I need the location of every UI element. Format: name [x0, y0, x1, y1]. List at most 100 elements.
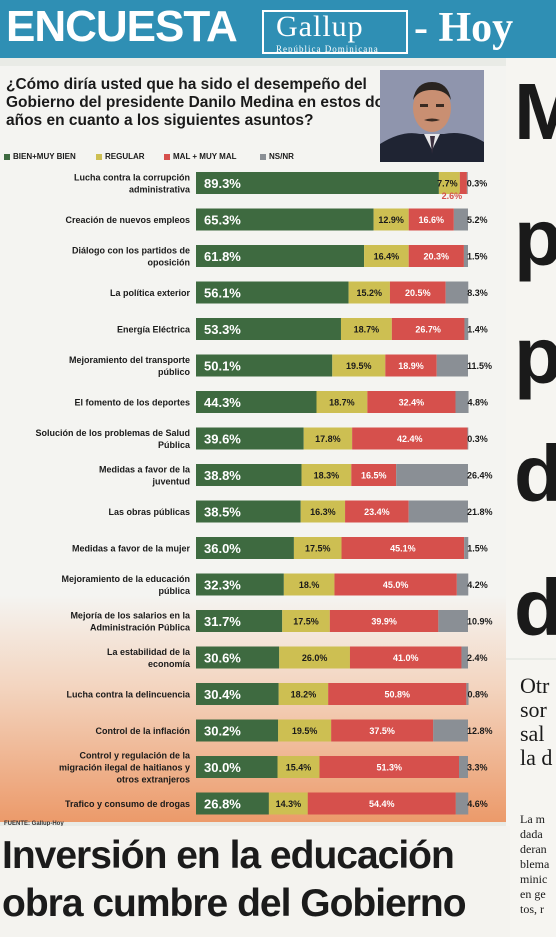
data-label: 16.4% — [374, 252, 400, 262]
bar-segment — [463, 245, 468, 267]
data-label: 12.9% — [378, 215, 404, 225]
body-text-line: en ge — [520, 887, 546, 901]
data-label: 26.4% — [467, 471, 493, 481]
bar-segment — [459, 756, 468, 778]
bar-segment — [341, 537, 465, 559]
bar-segment — [396, 464, 468, 486]
headline-letter: M — [514, 67, 556, 156]
bar-segment — [278, 683, 329, 705]
data-label: 61.8% — [204, 249, 241, 264]
bar-segment — [196, 683, 279, 705]
bar-segment — [436, 354, 468, 377]
article-headline: Inversión en la educación obra cumbre de… — [0, 826, 510, 937]
data-label: 2.6% — [442, 191, 463, 201]
bar-segment — [196, 719, 279, 742]
bar-segment — [300, 500, 346, 523]
data-label: 14.3% — [276, 799, 302, 809]
lead-text-line: Otr — [520, 673, 550, 698]
data-label: 19.5% — [346, 361, 372, 371]
category-label: Creación de nuevos empleos — [65, 215, 190, 225]
headline-letter: d — [514, 563, 556, 652]
data-label: 39.6% — [204, 432, 241, 447]
data-label: 10.9% — [467, 617, 493, 627]
data-label: 15.2% — [356, 288, 382, 298]
bar-segment — [268, 792, 308, 815]
data-label: 16.6% — [419, 215, 445, 225]
data-label: 53.3% — [204, 322, 241, 337]
data-label: 0.3% — [467, 434, 488, 444]
data-label: 16.3% — [310, 507, 336, 517]
bar-segment — [455, 792, 469, 815]
data-label: 32.4% — [399, 398, 425, 408]
bar-segment — [467, 427, 469, 450]
bar-segment — [196, 354, 333, 377]
bar-segment — [352, 427, 468, 450]
bar-segment — [445, 281, 469, 304]
encuesta-title: ENCUESTA — [6, 2, 238, 51]
bar-segment — [328, 683, 467, 705]
bar-segment — [433, 719, 468, 742]
data-label: 37.5% — [369, 726, 395, 736]
data-label: 18.7% — [354, 325, 380, 335]
data-label: 26.0% — [302, 653, 328, 663]
body-text-line: deran — [520, 842, 547, 856]
bar-segment — [316, 391, 368, 413]
bar-segment — [373, 208, 409, 231]
bar-segment — [196, 208, 374, 231]
gallup-logo-frame — [262, 10, 408, 54]
chart-legend: BIEN+MUY BIEN REGULAR MAL + MUY MAL NS/NR — [4, 152, 424, 164]
bar-segment — [196, 427, 304, 450]
bar-segment — [349, 646, 462, 669]
gallup-logo: Gallup — [276, 10, 364, 43]
data-label: 36.0% — [204, 541, 241, 556]
legend-swatch — [164, 153, 170, 160]
bar-segment — [351, 464, 397, 486]
data-label: 0.3% — [467, 179, 488, 189]
bar-segment — [196, 500, 301, 523]
bar-segment — [464, 318, 469, 340]
lead-text-line: sor — [520, 697, 547, 722]
category-label: La estabilidad de la economía — [107, 647, 191, 669]
category-label: Control de la inflación — [95, 726, 190, 736]
data-label: 38.8% — [204, 468, 241, 483]
data-label: 2.4% — [467, 653, 488, 663]
bar-segment — [283, 573, 335, 596]
masthead: ENCUESTA Gallup República Dominicana - H… — [0, 0, 556, 58]
bar-segment — [196, 281, 349, 304]
legend-swatch — [260, 153, 266, 160]
headline-line-1: Inversión en la educación — [2, 834, 455, 877]
category-label: Medidas a favor de la mujer — [72, 544, 191, 554]
bar-segment — [303, 427, 353, 450]
data-label: 18.2% — [291, 690, 317, 700]
bar-segment — [461, 646, 468, 669]
data-label: 20.5% — [405, 288, 431, 298]
bar-segment — [438, 172, 460, 194]
president-photo — [380, 70, 484, 162]
legend-item: NS/NR — [260, 152, 294, 161]
gallup-subtitle: República Dominicana — [276, 44, 379, 54]
data-label: 11.5% — [467, 361, 492, 371]
bar-segment — [459, 172, 467, 194]
bar-segment — [279, 646, 350, 669]
data-label: 30.2% — [204, 724, 241, 739]
data-label: 18.3% — [314, 471, 340, 481]
lead-text-line: sal — [520, 721, 545, 746]
data-label: 89.3% — [204, 176, 241, 191]
bar-segment — [367, 391, 456, 413]
data-label: 30.6% — [204, 651, 241, 666]
category-label: El fomento de los deportes — [74, 398, 190, 408]
data-label: 26.8% — [204, 797, 241, 812]
data-label: 0.8% — [468, 690, 489, 700]
data-label: 32.3% — [204, 578, 241, 593]
body-text-line: dada — [520, 827, 543, 841]
body-text-line: minic — [520, 872, 548, 886]
data-label: 15.4% — [286, 763, 312, 773]
bar-segment — [464, 537, 469, 559]
data-label: 26.7% — [415, 325, 441, 335]
category-label: La política exterior — [110, 288, 191, 298]
body-text-line: blema — [520, 857, 550, 871]
data-label: 19.5% — [292, 726, 318, 736]
bar-segment — [196, 464, 302, 486]
category-label: Lucha contra la corrupción administrativa — [74, 173, 191, 195]
